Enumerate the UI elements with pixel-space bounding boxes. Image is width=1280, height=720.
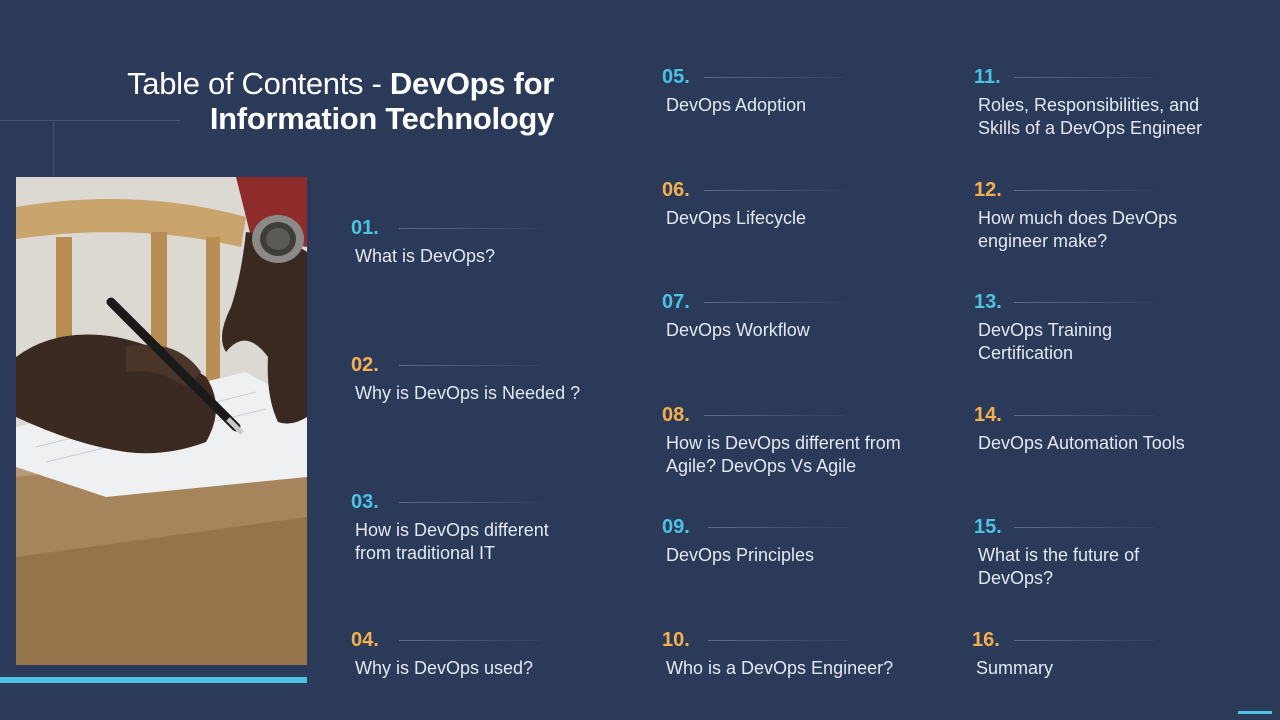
toc-label: Why is DevOps is Needed ? bbox=[355, 383, 581, 403]
toc-label: What is DevOps? bbox=[355, 246, 496, 266]
toc-item-02[interactable]: 02. Why is DevOps is Needed ? bbox=[351, 353, 641, 405]
toc-item-08[interactable]: 08. How is DevOps different from Agile? … bbox=[662, 403, 922, 478]
toc-item-16[interactable]: 16. Summary bbox=[972, 628, 1262, 680]
toc-number: 03. bbox=[351, 491, 379, 513]
toc-label: Summary bbox=[976, 658, 1054, 678]
toc-number: 10. bbox=[662, 629, 690, 651]
toc-number: 02. bbox=[351, 354, 379, 376]
page-title: Table of Contents - DevOps for Informati… bbox=[40, 66, 554, 136]
toc-label: DevOps Principles bbox=[666, 545, 815, 565]
toc-number: 11. bbox=[974, 66, 1001, 88]
toc-label: DevOps Adoption bbox=[666, 95, 807, 115]
toc-item-12[interactable]: 12. How much does DevOps engineer make? bbox=[974, 178, 1194, 253]
toc-number: 12. bbox=[974, 179, 1002, 201]
toc-number: 07. bbox=[662, 291, 690, 313]
toc-item-04[interactable]: 04. Why is DevOps used? bbox=[351, 628, 641, 680]
toc-label: What is the future of DevOps? bbox=[978, 545, 1140, 588]
divider bbox=[399, 228, 539, 229]
toc-label: How is DevOps different from traditional… bbox=[355, 520, 549, 563]
toc-item-15[interactable]: 15. What is the future of DevOps? bbox=[974, 515, 1154, 590]
toc-label: DevOps Automation Tools bbox=[978, 433, 1185, 453]
toc-number: 13. bbox=[974, 291, 1002, 313]
divider bbox=[704, 190, 844, 191]
toc-number: 15. bbox=[974, 516, 1002, 538]
divider bbox=[1014, 415, 1154, 416]
toc-number: 06. bbox=[662, 179, 690, 201]
title-bold-1: DevOps for bbox=[389, 66, 554, 101]
toc-item-10[interactable]: 10. Who is a DevOps Engineer? bbox=[662, 628, 952, 680]
toc-number: 14. bbox=[974, 404, 1002, 426]
toc-item-09[interactable]: 09. DevOps Principles bbox=[662, 515, 952, 567]
toc-number: 09. bbox=[662, 516, 690, 538]
divider bbox=[708, 640, 848, 641]
toc-label: DevOps Lifecycle bbox=[666, 208, 807, 228]
title-bold-2: Information Technology bbox=[209, 101, 554, 136]
divider bbox=[1014, 302, 1154, 303]
divider bbox=[1014, 640, 1154, 641]
toc-label: DevOps Training Certification bbox=[978, 320, 1113, 363]
toc-item-07[interactable]: 07. DevOps Workflow bbox=[662, 290, 952, 342]
divider bbox=[704, 302, 844, 303]
toc-item-13[interactable]: 13. DevOps Training Certification bbox=[974, 290, 1154, 365]
toc-label: Why is DevOps used? bbox=[355, 658, 534, 678]
accent-bar-small bbox=[1238, 711, 1272, 714]
divider bbox=[704, 77, 844, 78]
toc-label: DevOps Workflow bbox=[666, 320, 810, 340]
divider bbox=[399, 640, 539, 641]
toc-number: 01. bbox=[351, 217, 379, 239]
divider bbox=[704, 415, 844, 416]
toc-label: Roles, Responsibilities, and Skills of a… bbox=[978, 95, 1203, 138]
toc-item-06[interactable]: 06. DevOps Lifecycle bbox=[662, 178, 952, 230]
toc-number: 04. bbox=[351, 629, 379, 651]
toc-item-05[interactable]: 05. DevOps Adoption bbox=[662, 65, 952, 117]
toc-label: How much does DevOps engineer make? bbox=[978, 208, 1178, 251]
toc-label: Who is a DevOps Engineer? bbox=[666, 658, 894, 678]
title-light: Table of Contents - bbox=[127, 66, 390, 101]
toc-item-14[interactable]: 14. DevOps Automation Tools bbox=[974, 403, 1264, 455]
toc-item-01[interactable]: 01. What is DevOps? bbox=[351, 216, 641, 268]
divider bbox=[1014, 77, 1154, 78]
divider bbox=[1014, 190, 1154, 191]
toc-number: 08. bbox=[662, 404, 690, 426]
toc-number: 05. bbox=[662, 66, 690, 88]
accent-bar bbox=[0, 677, 307, 683]
hand-writing-photo bbox=[16, 177, 307, 665]
toc-item-03[interactable]: 03. How is DevOps different from traditi… bbox=[351, 490, 581, 565]
decorative-line-horizontal bbox=[0, 120, 180, 121]
toc-number: 16. bbox=[972, 629, 1000, 651]
divider bbox=[399, 502, 539, 503]
divider bbox=[1014, 527, 1154, 528]
decorative-line-vertical bbox=[53, 120, 54, 176]
toc-label: How is DevOps different from Agile? DevO… bbox=[666, 433, 901, 476]
divider bbox=[708, 527, 848, 528]
divider bbox=[399, 365, 539, 366]
toc-item-11[interactable]: 11. Roles, Responsibilities, and Skills … bbox=[974, 65, 1224, 140]
